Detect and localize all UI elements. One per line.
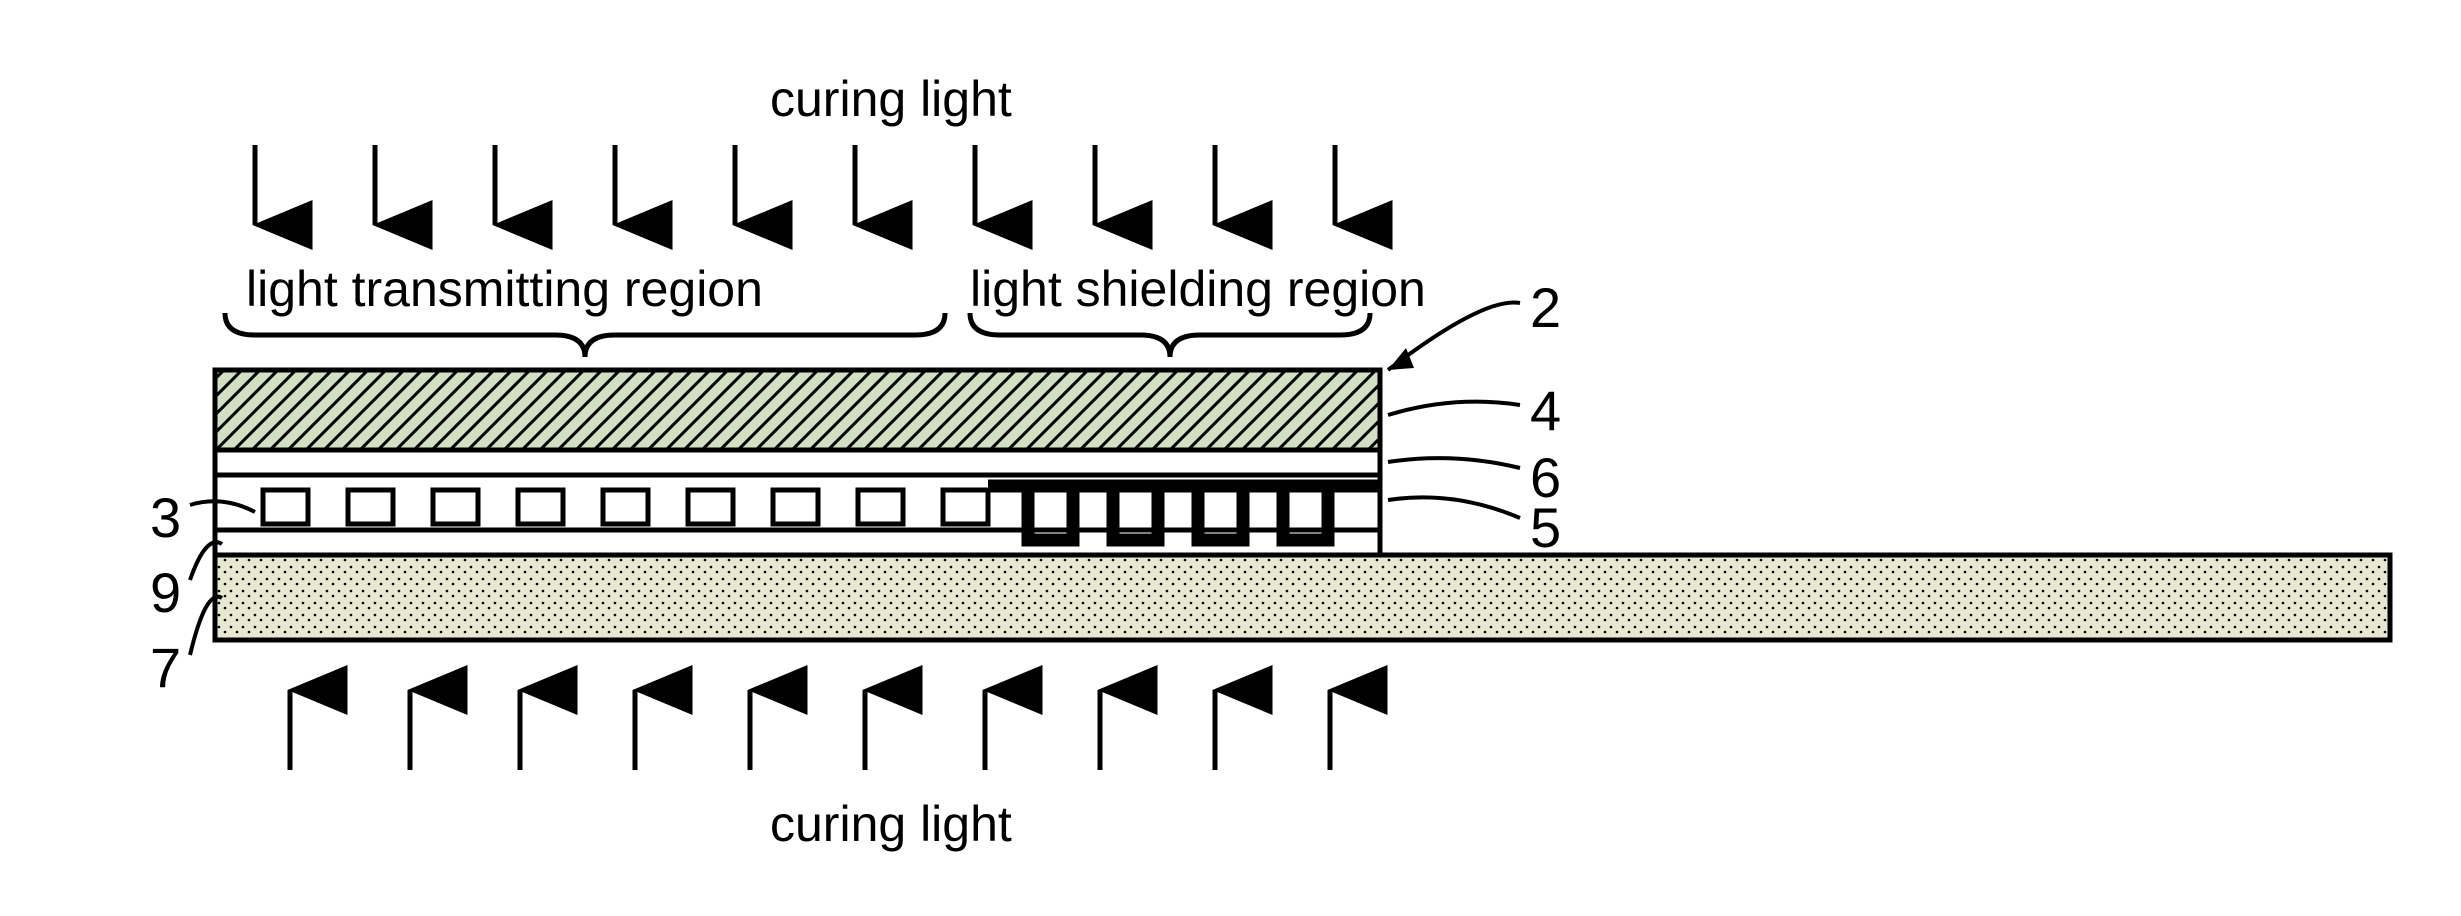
callout-3: 3 — [150, 485, 181, 550]
label-curing-light-bottom: curing light — [770, 795, 1012, 853]
label-light-shielding-region: light shielding region — [970, 260, 1426, 318]
label-curing-light-top: curing light — [770, 70, 1012, 128]
label-light-transmitting-region: light transmitting region — [246, 260, 763, 318]
callout-9: 9 — [150, 560, 181, 625]
callout-7: 7 — [150, 635, 181, 700]
diagram-svg — [0, 0, 2461, 916]
callout-4: 4 — [1530, 378, 1561, 443]
callout-2: 2 — [1530, 275, 1561, 340]
diagram-stage: curing light curing light light transmit… — [0, 0, 2461, 916]
callout-5: 5 — [1530, 495, 1561, 560]
